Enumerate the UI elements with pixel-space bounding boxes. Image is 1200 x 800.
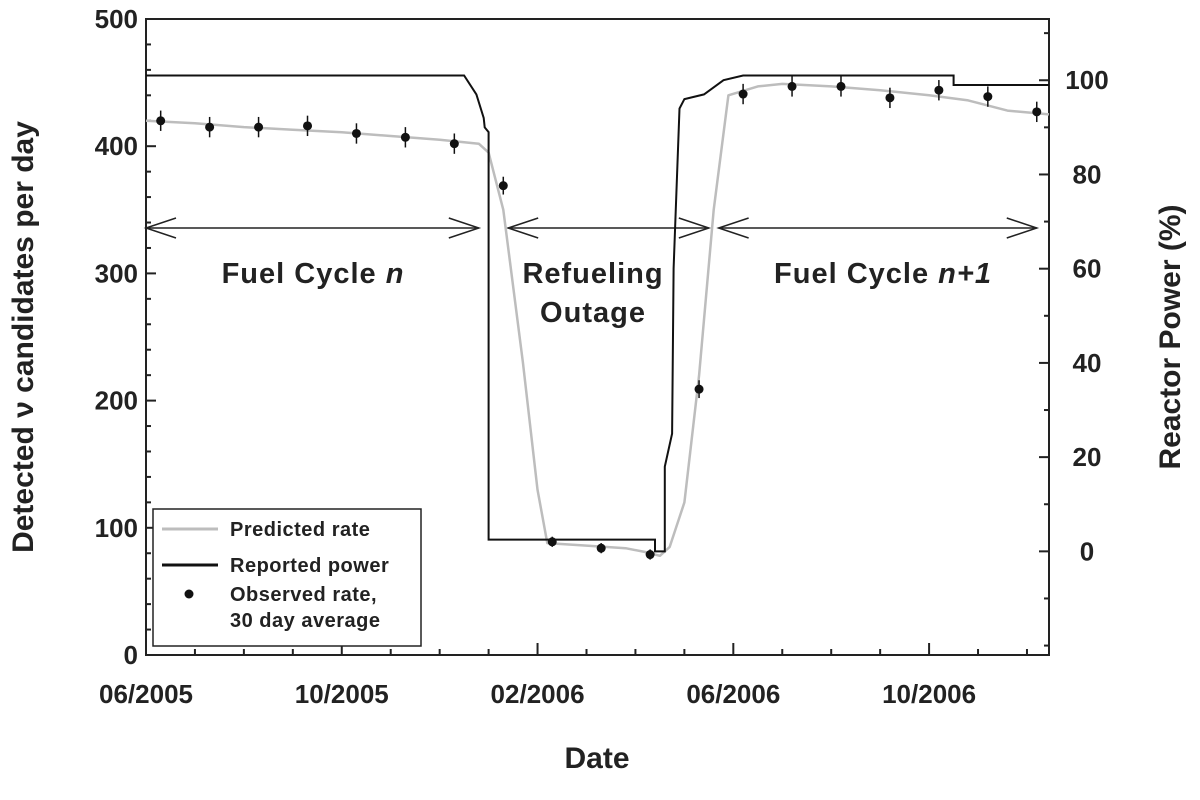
- legend-box: [152, 508, 422, 647]
- region-arrowhead-left: [716, 217, 749, 239]
- region-label: Refueling: [522, 258, 663, 290]
- legend-label-reported: Reported power: [230, 555, 389, 577]
- y-left-tick-label: 200: [95, 386, 138, 416]
- legend-swatch-observed: [184, 589, 194, 599]
- y-axis-left-title: Detected ν candidates per day: [7, 121, 40, 553]
- observed-point: [156, 116, 166, 126]
- observed-point: [498, 181, 508, 191]
- x-tick-label: 06/2006: [686, 679, 780, 709]
- y-right-tick-label: 80: [1073, 159, 1102, 189]
- plot-frame: [145, 18, 1050, 656]
- y-right-tick-label: 100: [1065, 65, 1108, 95]
- observed-point: [738, 89, 748, 99]
- right-axis: 0 20 40 60 80 100: [1039, 32, 1109, 647]
- x-axis: 06/2005 10/2005 02/2006 06/2006 10/2006: [99, 643, 1028, 709]
- observed-point: [596, 543, 606, 553]
- region-label: Fuel Cycle n+1: [774, 258, 992, 290]
- region-label: Fuel Cycle n: [222, 258, 405, 290]
- y-right-tick-label: 0: [1080, 536, 1094, 566]
- legend-label-observed-2: 30 day average: [230, 610, 380, 632]
- y-left-tick-label: 300: [95, 258, 138, 288]
- y-right-tick-label: 20: [1073, 442, 1102, 472]
- observed-point: [645, 550, 655, 560]
- region-arrowhead-left: [143, 217, 177, 239]
- x-tick-label: 10/2006: [882, 679, 976, 709]
- x-tick-label: 06/2005: [99, 679, 193, 709]
- observed-point: [836, 81, 846, 91]
- observed-point: [885, 93, 895, 103]
- region-arrowhead-left: [505, 217, 539, 239]
- region-arrowhead-right: [678, 217, 712, 239]
- legend-label-predicted: Predicted rate: [230, 519, 370, 541]
- observed-point: [787, 81, 797, 91]
- observed-point: [254, 122, 264, 132]
- observed-point: [303, 121, 313, 131]
- y-right-tick-label: 60: [1073, 254, 1102, 284]
- observed-point: [449, 139, 459, 149]
- x-tick-label: 10/2005: [295, 679, 389, 709]
- observed-point: [205, 122, 215, 132]
- region-label-line2: Outage: [540, 297, 646, 329]
- series-line-reported-power: [146, 74, 1049, 553]
- y-axis-right-title: Reactor Power (%): [1154, 204, 1187, 469]
- legend: Predicted rate Reported power Observed r…: [152, 508, 422, 647]
- observed-point: [351, 128, 361, 138]
- observed-points: [156, 76, 1042, 560]
- x-axis-title: Date: [564, 742, 629, 775]
- observed-point: [547, 537, 557, 547]
- observed-point: [1032, 107, 1042, 117]
- y-left-tick-label: 100: [95, 513, 138, 543]
- region-arrowhead-right: [448, 217, 482, 239]
- region-arrowhead-right: [1006, 217, 1040, 239]
- y-left-tick-label: 500: [95, 4, 138, 34]
- y-right-tick-label: 40: [1073, 348, 1102, 378]
- legend-label-observed: Observed rate,: [230, 584, 377, 606]
- region-annotations: Fuel Cycle n Refueling Outage Fuel Cycle n+…: [143, 217, 1040, 329]
- y-left-tick-label: 400: [95, 131, 138, 161]
- observed-point: [400, 132, 410, 142]
- observed-point: [694, 384, 704, 394]
- observed-point: [934, 85, 944, 95]
- y-left-tick-label: 0: [124, 640, 138, 670]
- observed-point: [983, 92, 993, 102]
- x-tick-label: 02/2006: [491, 679, 585, 709]
